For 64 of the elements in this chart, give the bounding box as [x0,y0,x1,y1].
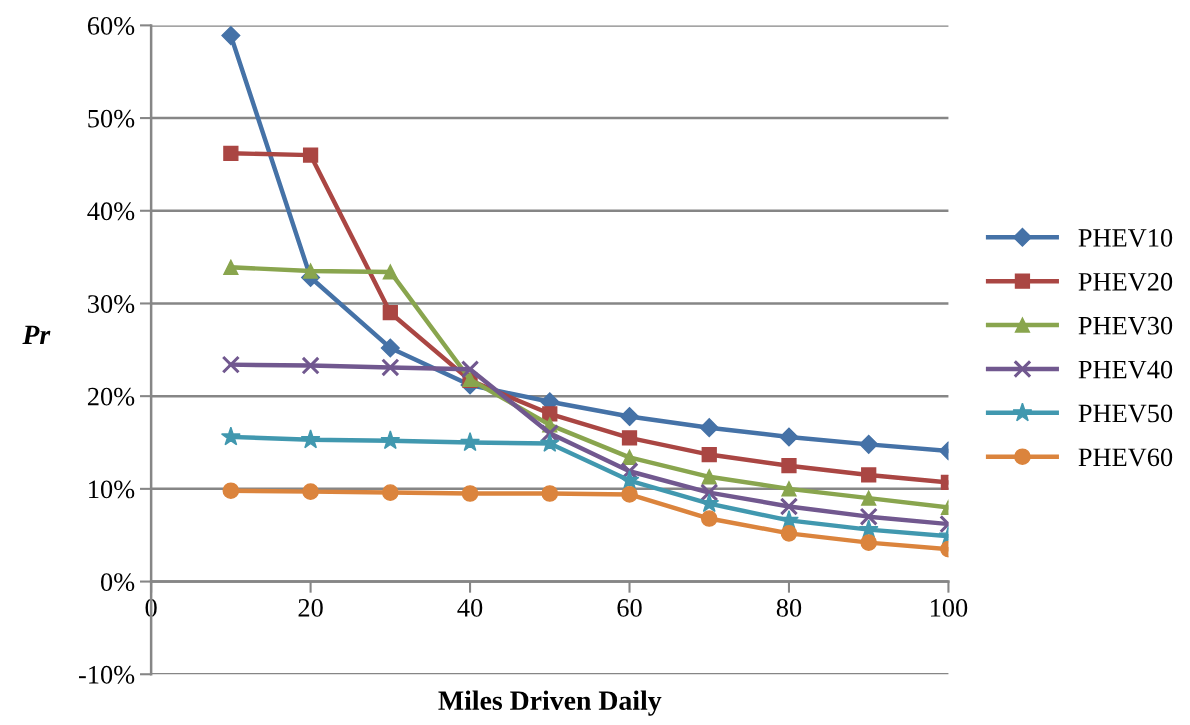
point [301,356,320,375]
point [779,497,799,516]
legend-label: PHEV40 [1078,360,1173,379]
point [621,486,638,503]
point [300,429,321,449]
point [302,483,319,500]
x-tick-label: 100 [930,598,968,617]
point [461,485,479,502]
point [223,259,239,275]
y-tick-label: -10% [78,665,135,684]
legend-label: PHEV10 [1078,228,1173,247]
point [539,433,560,452]
point [781,458,797,474]
point [220,426,241,446]
point [460,360,480,379]
point [222,482,240,500]
legend-label: PHEV50 [1078,404,1173,423]
point [380,430,401,450]
x-tick-label: 80 [776,598,802,617]
point [221,26,241,46]
legend-label: PHEV20 [1078,272,1173,291]
point [619,407,640,427]
y-tick-label: 30% [88,295,135,313]
legend-label: PHEV30 [1078,316,1173,335]
y-tick-label: 60% [87,16,135,35]
point [621,430,638,446]
y-tick-label: 0% [100,573,135,592]
point [223,145,239,161]
point [858,519,879,539]
point [302,263,319,279]
point [779,427,799,447]
y-tick-label: 10% [89,480,135,499]
x-tick-label: 60 [617,598,642,617]
point [380,338,400,358]
point [621,449,638,465]
point [701,469,717,485]
legend-label: PHEV60 [1078,448,1173,467]
point [861,467,877,483]
point [541,485,559,502]
point [701,446,717,463]
point [781,481,797,497]
x-tick-label: 40 [457,598,483,617]
point [381,484,399,501]
point [859,507,878,526]
point [780,525,798,542]
point [700,510,718,527]
y-axis-title: Pr [22,325,51,344]
point [460,432,480,452]
point [700,483,719,502]
point [381,358,400,377]
point [860,534,878,551]
point [861,490,877,506]
point [302,147,319,163]
y-tick-label: 50% [88,109,135,128]
point [382,305,398,321]
point [221,355,241,374]
x-axis-title: Miles Driven Daily [438,690,662,716]
y-tick-label: 40% [87,202,135,221]
x-tick-label: 20 [298,598,323,617]
point [382,264,398,280]
y-tick-label: 20% [87,387,135,406]
point [619,470,640,490]
point [699,418,719,438]
point [859,434,879,454]
